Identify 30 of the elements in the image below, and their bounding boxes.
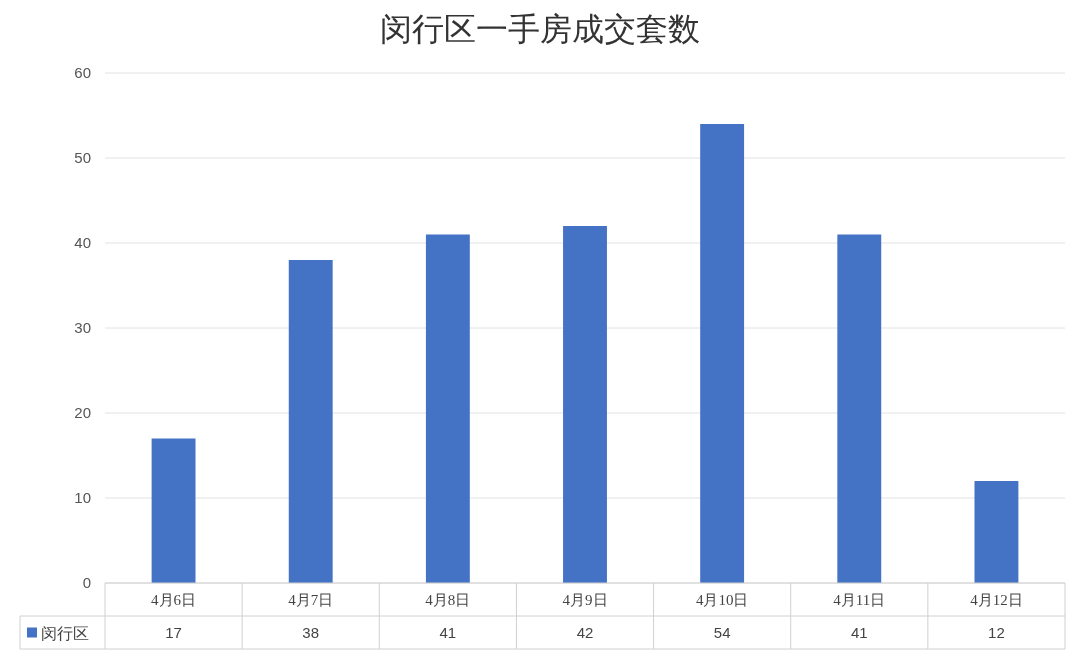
data-label: 41 [439,623,457,641]
y-tick-label: 60 [74,64,91,81]
bar [837,234,882,583]
bar [151,438,196,583]
y-tick-label: 40 [74,234,91,251]
x-tick-label: 4月10日 [695,591,749,608]
data-label: 12 [988,623,1005,641]
data-label: 38 [302,623,320,641]
y-tick-label: 0 [82,574,91,591]
bar [700,124,745,583]
data-label: 54 [713,623,731,641]
bar [974,481,1019,583]
x-tick-label: 4月9日 [562,591,608,608]
data-label: 41 [850,623,868,641]
legend-label: 闵行区 [41,624,89,642]
data-label: 42 [576,623,594,641]
chart-title: 闵行区一手房成交套数 [380,11,700,47]
y-tick-label: 50 [74,149,91,166]
y-tick-label: 30 [74,319,91,336]
bar [288,260,333,583]
x-tick-label: 4月11日 [833,591,886,608]
x-tick-label: 4月6日 [151,591,197,608]
y-tick-label: 10 [74,489,91,506]
x-tick-label: 4月12日 [970,591,1023,608]
bar [425,234,470,583]
y-tick-label: 20 [74,404,91,421]
x-tick-label: 4月8日 [425,591,471,608]
x-tick-label: 4月7日 [288,591,334,608]
data-label: 17 [165,623,182,641]
bar [563,226,607,583]
